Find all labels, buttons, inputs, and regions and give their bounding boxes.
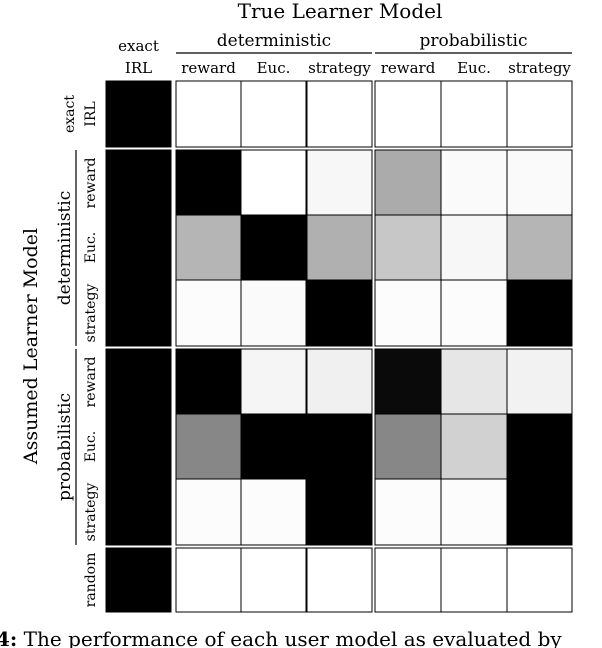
heatmap-cell-r5-c4 (374, 413, 442, 480)
heatmap-cell-r6-c4 (374, 478, 442, 546)
column-header-4: reward (381, 59, 436, 77)
heatmap-cell-r7-c5 (440, 547, 508, 613)
heatmap-cell-r5-c5 (440, 413, 508, 480)
heatmap-cell-r7-c0 (105, 547, 172, 613)
heatmap-cell-r0-c2 (240, 80, 307, 148)
heatmap-cell-r0-c5 (440, 80, 508, 148)
heatmap-cell-r1-c5 (440, 149, 508, 217)
heatmap-cell-r4-c2 (240, 348, 307, 416)
heatmap-cell-r3-c0 (105, 279, 172, 347)
heatmap-cell-r1-c6 (506, 149, 573, 217)
heatmap-cell-r5-c0 (105, 413, 172, 480)
heatmap-cell-r1-c2 (240, 149, 307, 217)
heatmap-cells (105, 80, 573, 613)
column-header-5: Euc. (457, 59, 491, 77)
heatmap-cell-r2-c0 (105, 214, 172, 281)
row-group-1-label: deterministic (55, 191, 75, 305)
heatmap-cell-r0-c3 (306, 80, 373, 148)
heatmap-cell-r2-c1 (175, 214, 242, 281)
heatmap-cell-r0-c4 (374, 80, 442, 148)
row-header-1: reward (83, 157, 99, 208)
column-group-headers: deterministic probabilistic (176, 31, 572, 54)
heatmap-cell-r4-c5 (440, 348, 508, 416)
heatmap-cell-r4-c6 (506, 348, 573, 416)
row-group-headers: deterministic probabilistic (55, 150, 77, 545)
heatmap-cell-r0-c1 (175, 80, 242, 148)
chart-title: True Learner Model (238, 0, 443, 23)
row-header-0-line-1: exact (62, 95, 78, 133)
heatmap-cell-r2-c3 (306, 214, 373, 281)
column-header-6: strategy (508, 59, 571, 77)
heatmap-cell-r1-c3 (306, 149, 373, 217)
heatmap-cell-r5-c2 (240, 413, 307, 480)
heatmap-cell-r5-c3 (306, 413, 373, 480)
heatmap-cell-r6-c1 (175, 478, 242, 546)
row-group-2-label: probabilistic (55, 393, 75, 501)
heatmap-cell-r0-c6 (506, 80, 573, 148)
heatmap-cell-r3-c6 (506, 279, 573, 347)
heatmap-cell-r4-c0 (105, 348, 172, 416)
heatmap-cell-r7-c2 (240, 547, 307, 613)
column-header-2: Euc. (257, 59, 291, 77)
caption-text: The performance of each user model as ev… (17, 627, 562, 648)
row-header-7: random (83, 553, 99, 608)
column-group-1-label: deterministic (217, 31, 331, 51)
heatmap-cell-r6-c2 (240, 478, 307, 546)
heatmap-cell-r6-c3 (306, 478, 373, 546)
heatmap-cell-r0-c0 (105, 80, 172, 148)
heatmap-cell-r3-c2 (240, 279, 307, 347)
caption-label: 4: (0, 627, 17, 648)
row-header-2: Euc. (83, 232, 99, 264)
column-header-1: reward (181, 59, 236, 77)
heatmap-cell-r6-c0 (105, 478, 172, 546)
heatmap-cell-r3-c4 (374, 279, 442, 347)
heatmap-cell-r7-c3 (306, 547, 373, 613)
column-header-3: strategy (308, 59, 371, 77)
column-headers: exact IRL reward Euc. strategy reward Euc. stra… (118, 37, 571, 77)
heatmap-cell-r4-c4 (374, 348, 442, 416)
heatmap-cell-r7-c1 (175, 547, 242, 613)
row-header-6: strategy (83, 483, 99, 542)
heatmap-cell-r2-c6 (506, 214, 573, 281)
heatmap-cell-r4-c1 (175, 348, 242, 416)
heatmap-cell-r2-c5 (440, 214, 508, 281)
heatmap-cell-r3-c5 (440, 279, 508, 347)
y-axis-label: Assumed Learner Model (20, 228, 42, 465)
row-header-0-line-2: IRL (83, 101, 99, 126)
heatmap-cell-r5-c1 (175, 413, 242, 480)
heatmap-cell-r1-c1 (175, 149, 242, 217)
row-header-4: reward (83, 356, 99, 407)
heatmap-cell-r5-c6 (506, 413, 573, 480)
heatmap-cell-r7-c6 (506, 547, 573, 613)
heatmap-cell-r3-c1 (175, 279, 242, 347)
row-headers: exact IRL reward Euc. strategy reward Euc. stra… (62, 95, 99, 608)
row-header-5: Euc. (83, 431, 99, 463)
row-header-3: strategy (83, 284, 99, 343)
heatmap-cell-r6-c5 (440, 478, 508, 546)
heatmap-cell-r2-c2 (240, 214, 307, 281)
heatmap-cell-r4-c3 (306, 348, 373, 416)
heatmap-cell-r1-c0 (105, 149, 172, 217)
heatmap-cell-r6-c6 (506, 478, 573, 546)
figure-caption: 4: The performance of each user model as… (0, 627, 562, 648)
column-header-0-line-1: exact (118, 37, 159, 55)
heatmap-cell-r2-c4 (374, 214, 442, 281)
heatmap-cell-r1-c4 (374, 149, 442, 217)
column-header-0-line-2: IRL (125, 59, 152, 77)
column-group-2-label: probabilistic (420, 31, 528, 51)
heatmap-cell-r3-c3 (306, 279, 373, 347)
heatmap-cell-r7-c4 (374, 547, 442, 613)
